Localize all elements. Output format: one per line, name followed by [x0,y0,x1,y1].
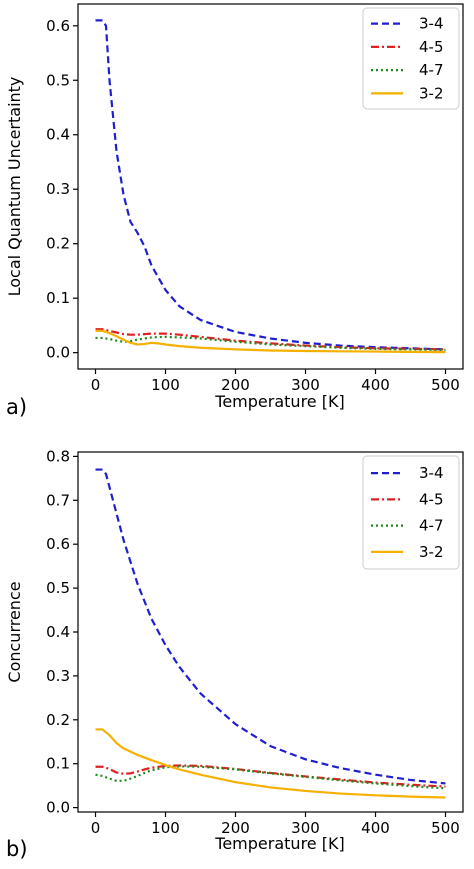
x-tick-label: 400 [361,376,390,394]
legend-box [362,7,460,110]
legend-label-3-4: 3-4 [419,464,444,482]
series-line-3-4 [95,19,446,351]
panel-b-chart: 0 100 200 300 400 500 0.0 0.1 0.2 0.3 0.4 0.5 0.6 0.7… [5,447,464,861]
series-line-3-2 [95,728,446,799]
x-axis-label: Temperature [K] [214,392,344,411]
y-tick-label: 0.2 [46,235,70,253]
x-tick-label: 0 [91,819,101,837]
series-line-4-7 [95,335,446,352]
x-tick-label: 300 [291,376,320,394]
legend: 3-4 4-5 4-7 3-2 [362,455,460,570]
legend-label-3-2: 3-2 [419,543,444,561]
series-lines [95,19,446,354]
y-tick-label: 0.3 [46,667,70,685]
series-line-3-2 [95,329,446,354]
series-lines [95,468,446,799]
legend-box [362,455,460,570]
y-axis-label: Local Quantum Uncertainty [5,77,24,297]
x-axis-label: Temperature [K] [214,834,344,853]
y-tick-label: 0.8 [46,447,70,465]
x-tick-label: 200 [221,819,250,837]
series-line-3-4 [95,468,446,785]
legend-label-4-5: 4-5 [419,38,444,56]
x-tick-label: 200 [221,376,250,394]
panel-a-chart: 0 100 200 300 400 500 0.0 0.1 0.2 0.3 0.4 0.5 0.6 Tem… [5,3,464,419]
x-tick-label: 300 [291,819,320,837]
y-tick-label: 0.7 [46,491,70,509]
x-tick-label: 400 [361,819,390,837]
x-tick-label: 500 [431,819,460,837]
legend: 3-4 4-5 4-7 3-2 [362,7,460,110]
panel-label: b) [6,837,28,861]
y-tick-label: 0.4 [46,623,70,641]
y-tick-label: 0.3 [46,180,70,198]
y-tick-label: 0.0 [46,344,70,362]
legend-label-3-4: 3-4 [419,15,444,33]
y-tick-label: 0.1 [46,289,70,307]
y-tick-label: 0.6 [46,17,70,35]
legend-label-4-7: 4-7 [419,61,444,79]
y-tick-label: 0.2 [46,711,70,729]
x-tick-label: 100 [151,376,180,394]
legend-label-4-5: 4-5 [419,490,444,508]
y-tick-label: 0.1 [46,755,70,773]
series-line-4-5 [95,764,446,788]
y-tick-label: 0.6 [46,535,70,553]
y-tick-label: 0.0 [46,799,70,817]
x-tick-label: 500 [431,376,460,394]
series-line-4-7 [95,765,446,790]
y-axis-label: Concurrence [5,581,24,682]
axes-frame [77,3,464,370]
panel-label: a) [6,395,27,419]
y-tick-label: 0.5 [46,71,70,89]
x-tick-label: 100 [151,819,180,837]
y-tick-label: 0.5 [46,579,70,597]
legend-label-4-7: 4-7 [419,517,444,535]
y-tick-label: 0.4 [46,126,70,144]
x-tick-label: 0 [91,376,101,394]
legend-label-3-2: 3-2 [419,84,444,102]
